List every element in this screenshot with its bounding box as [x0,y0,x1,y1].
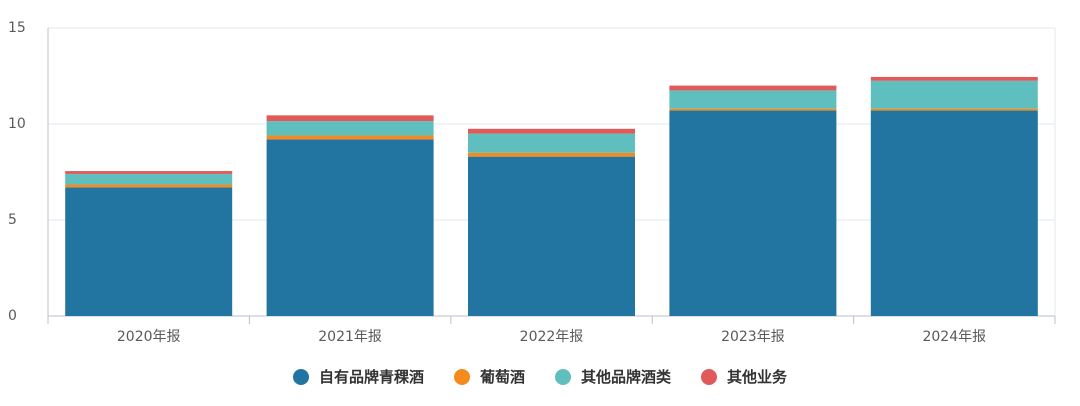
x-tick-label-1: 2021年报 [318,329,382,345]
y-tick-label-1: 5 [8,212,17,228]
legend-label-wine: 葡萄酒 [479,368,525,386]
legend-swatch-other-business [701,368,718,385]
bar-4-series-2 [870,80,1038,109]
y-tick-label-2: 10 [8,116,26,132]
x-tick-label-4: 2024年报 [922,329,986,345]
bar-2-series-2 [468,133,635,153]
bar-4-series-3 [870,76,1038,81]
y-tick-label-3: 15 [8,20,26,36]
legend-label-own-brand: 自有品牌青稞酒 [318,368,424,386]
bar-0-series-1 [65,184,233,188]
bar-1-series-2 [266,121,434,136]
bar-2-series-3 [468,128,635,134]
bar-4-series-1 [870,108,1038,111]
x-tick-label-0: 2020年报 [117,329,181,345]
legend-item-own-brand[interactable]: 自有品牌青稞酒 [292,366,424,387]
chart-plot: 0 5 10 15 2020年报 2021年报 2022年报 2023年报 2024年报 [8,20,1056,345]
bar-1-series-3 [266,115,434,122]
legend-item-wine[interactable]: 葡萄酒 [453,366,525,387]
bar-0-series-2 [65,173,233,185]
legend-label-other-brands: 其他品牌酒类 [581,368,672,386]
legend-item-other-business[interactable]: 其他业务 [701,366,787,387]
legend: 自有品牌青稞酒 葡萄酒 其他品牌酒类 其他业务 [0,366,1080,387]
bar-2-series-1 [468,152,635,157]
bar-0-series-0 [65,187,233,316]
legend-swatch-other-brands [555,368,571,385]
x-tick-label-3: 2023年报 [721,329,785,345]
bar-3-series-1 [669,108,837,111]
bar-4-series-0 [870,110,1038,316]
bar-3-series-2 [669,90,837,109]
y-tick-label-0: 0 [8,308,17,324]
legend-swatch-wine [453,368,470,385]
bar-1-series-1 [266,135,434,140]
bar-0-series-3 [65,171,233,174]
bar-3-series-3 [669,85,837,91]
legend-swatch-own-brand [292,368,309,385]
bar-1-series-0 [266,139,434,316]
bar-2-series-0 [468,156,635,316]
legend-label-other-business: 其他业务 [727,368,788,386]
legend-item-other-brands[interactable]: 其他品牌酒类 [555,366,671,387]
x-tick-label-2: 2022年报 [520,329,584,345]
bar-3-series-0 [669,110,837,316]
